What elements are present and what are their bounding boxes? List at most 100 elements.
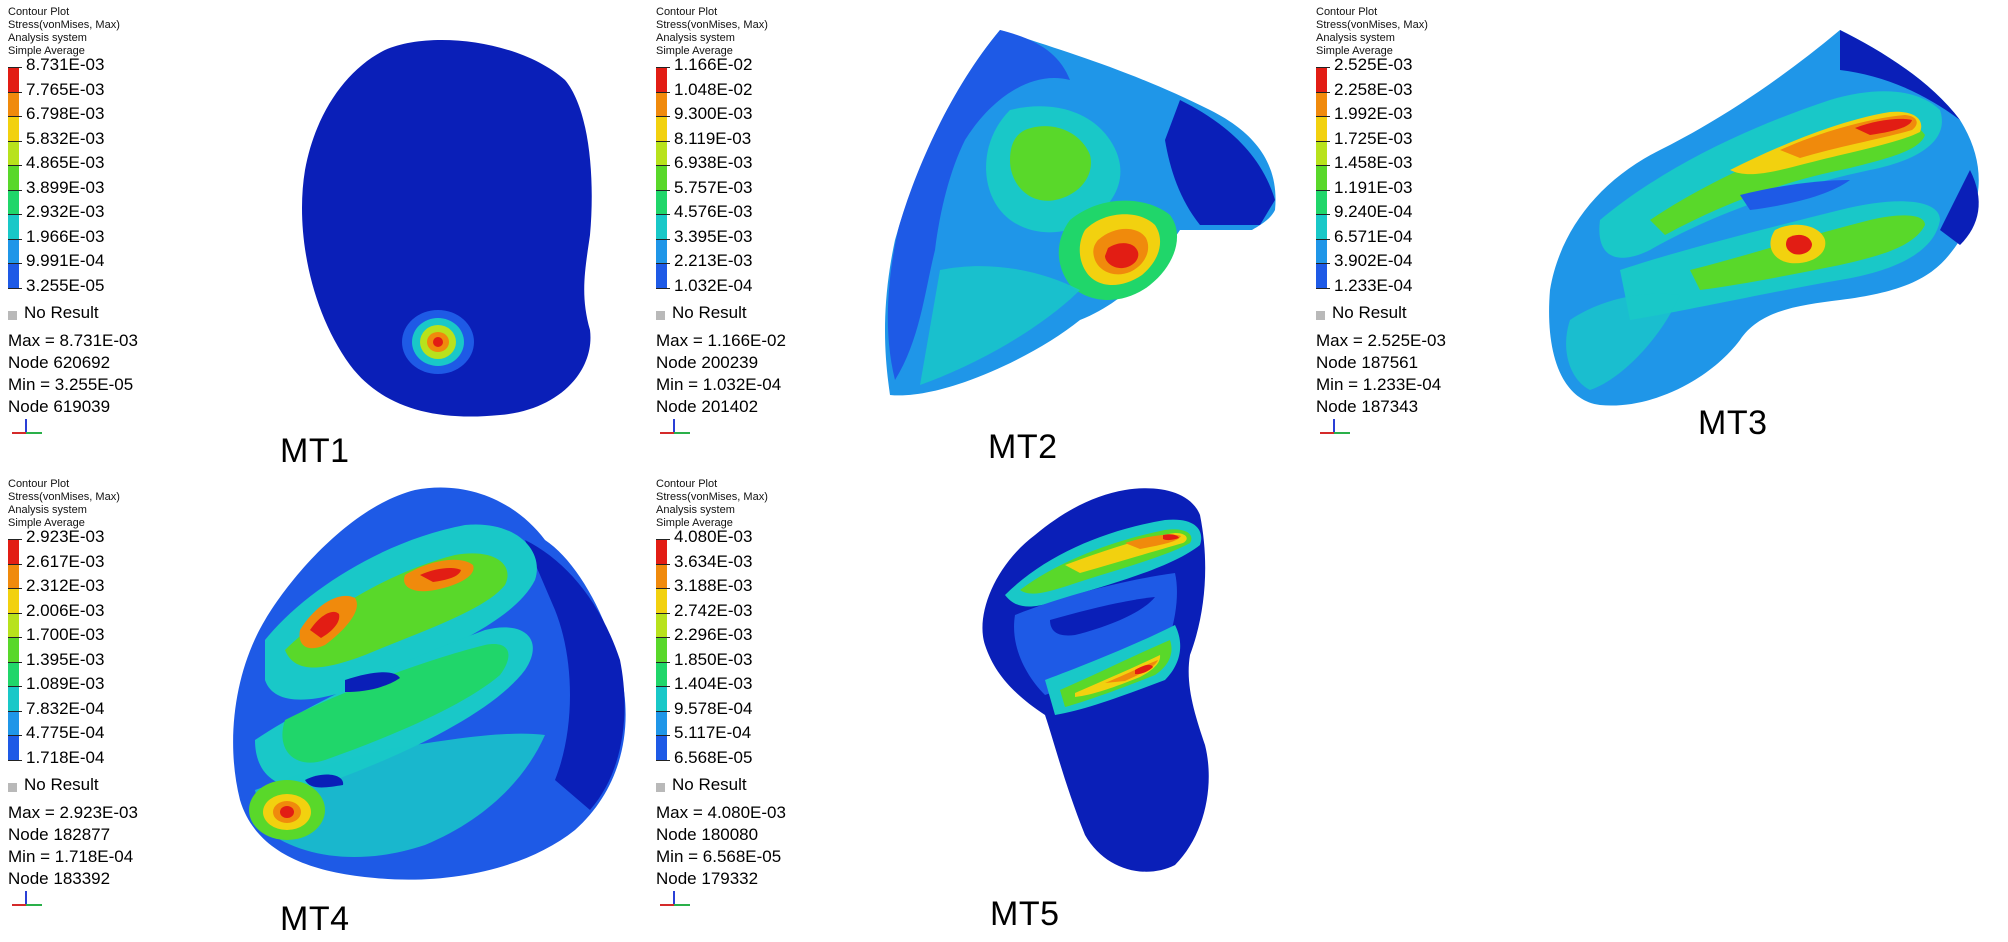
legend-color-swatch [8,613,19,638]
legend-color-swatch [8,540,19,564]
legend-tick [1316,238,1330,240]
min-node: Node 183392 [8,868,111,888]
legend-color-swatch [1316,264,1327,288]
legend-level-value: 3.899E-03 [26,177,105,197]
legend-header-line: Stress(vonMises, Max) [8,491,120,503]
legend-tick [1316,165,1330,166]
legend-header-line: Analysis system [8,504,87,516]
legend-tick [8,189,22,191]
legend-color-swatch [656,687,667,711]
legend-level-value: 5.117E-04 [674,723,752,742]
legend-color-swatch [656,662,667,687]
legend-tick [8,214,22,215]
legend-tick [8,759,22,761]
axis-triad-icon [12,418,42,434]
legend-level-value: 1.700E-03 [26,625,105,644]
legend-level-value: 4.775E-04 [26,723,105,742]
legend-tick [656,91,670,93]
legend-color-swatch [1316,141,1327,166]
max-node: Node 187561 [1316,352,1419,372]
legend-color-swatch [1316,68,1327,92]
no-result-swatch [1316,310,1325,320]
legend-tick [8,612,22,614]
legend-color-swatch [8,92,19,117]
legend-level-value: 2.296E-03 [674,625,753,644]
legend-level-value: 3.395E-03 [674,226,753,246]
axis-triad-icon [660,890,690,906]
legend-tick [8,637,22,638]
legend-header-line: Analysis system [1316,32,1395,44]
legend-header-line: Stress(vonMises, Max) [8,19,120,31]
mt3-label: MT3 [1698,404,1768,442]
legend-tick [1316,67,1330,68]
legend-color-swatch [656,589,667,613]
legend-level-value: 6.798E-03 [26,104,105,123]
legend-mt5: Contour Plot Stress(vonMises, Max) Analysi… [656,478,846,906]
mt1-label: MT1 [280,432,350,470]
legend-header: Contour Plot Stress(vonMises, Max) Analysi… [656,6,846,58]
legend-header-line: Stress(vonMises, Max) [656,19,768,31]
legend-tick [8,67,22,68]
mt1-contour-plot [302,40,592,417]
legend-tick [656,661,670,663]
legend-level-value: 5.757E-03 [674,177,753,197]
legend-mt2: Contour Plot Stress(vonMises, Max) Analysi… [656,6,846,434]
legend-color-swatch [656,638,667,662]
legend-level-value: 7.765E-03 [26,79,105,99]
legend-level-value: 2.006E-03 [26,600,105,620]
legend-level-value: 4.576E-03 [674,202,753,221]
legend-color-swatch [8,68,19,92]
legend-tick [8,287,22,289]
legend-header: Contour Plot Stress(vonMises, Max) Analysi… [8,6,198,58]
legend-tick [1316,214,1330,215]
axis-triad-icon [1320,418,1350,434]
legend-header-line: Stress(vonMises, Max) [1316,19,1428,31]
legend-tick [656,588,670,589]
legend-tick [656,116,670,117]
max-value: Max = 1.166E-02 [656,330,786,350]
legend-header-line: Analysis system [656,504,735,516]
legend-level-value: 9.991E-04 [26,251,105,270]
legend-color-swatch [8,711,19,736]
max-value: Max = 2.525E-03 [1316,330,1446,350]
min-value: Min = 6.568E-05 [656,846,782,866]
legend-color-swatch [8,117,19,141]
legend-level-value: 9.240E-04 [1334,202,1413,221]
no-result-swatch [656,782,665,792]
legend-tick [8,140,22,142]
legend-color-swatch [656,264,667,288]
min-node: Node 619039 [8,396,111,416]
max-value: Max = 8.731E-03 [8,330,138,350]
legend-color-swatch [8,638,19,662]
legend-tick [656,140,670,142]
legend-color-swatch [656,190,667,215]
legend-header-line: Contour Plot [656,478,718,490]
legend-mt3: Contour Plot Stress(vonMises, Max) Analysi… [1316,6,1506,434]
legend-level-value: 1.089E-03 [26,674,105,693]
legend-tick [656,214,670,215]
legend-color-swatch [8,166,19,190]
legend-header-line: Stress(vonMises, Max) [656,491,768,503]
min-node: Node 187343 [1316,396,1419,416]
legend-tick [8,661,22,663]
legend-level-value: 6.568E-05 [674,747,753,767]
legend-level-value: 2.742E-03 [674,600,753,620]
legend-color-swatch [1316,239,1327,264]
legend-tick [1316,189,1330,191]
legend-level-value: 1.395E-03 [26,649,105,669]
legend-tick [656,710,670,712]
legend-color-swatch [8,589,19,613]
max-node: Node 200239 [656,352,759,372]
min-node: Node 201402 [656,396,759,416]
min-value: Min = 1.032E-04 [656,374,782,394]
legend-header-line: Contour Plot [1316,6,1378,18]
legend-level-value: 2.932E-03 [26,202,105,221]
legend-level-value: 3.255E-05 [26,275,105,295]
legend-tick [8,563,22,565]
legend-tick [1316,140,1330,142]
legend-level-value: 1.718E-04 [26,747,105,767]
legend-level-value: 1.850E-03 [674,649,753,669]
axis-triad-icon [12,890,42,906]
legend-tick [656,637,670,638]
legend-color-swatch [8,190,19,215]
